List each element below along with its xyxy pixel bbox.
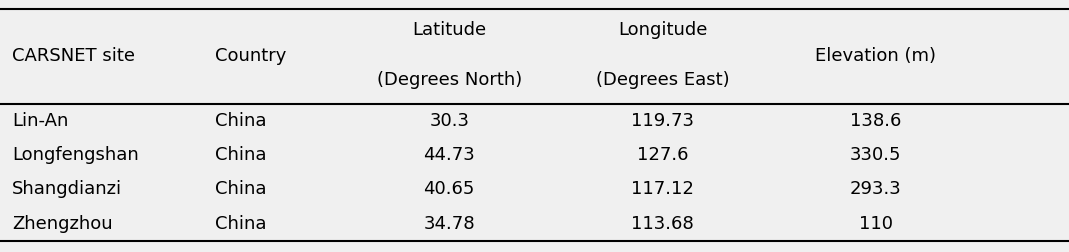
- Text: 117.12: 117.12: [631, 180, 694, 198]
- Text: 138.6: 138.6: [850, 112, 901, 130]
- Text: Country: Country: [215, 47, 286, 65]
- Text: China: China: [215, 214, 266, 233]
- Text: CARSNET site: CARSNET site: [12, 47, 135, 65]
- Text: Lin-An: Lin-An: [12, 112, 68, 130]
- Text: 30.3: 30.3: [429, 112, 469, 130]
- Text: Longfengshan: Longfengshan: [12, 146, 139, 164]
- Text: Longitude: Longitude: [618, 21, 707, 39]
- Text: Elevation (m): Elevation (m): [816, 47, 936, 65]
- Text: 113.68: 113.68: [631, 214, 694, 233]
- Text: Shangdianzi: Shangdianzi: [12, 180, 122, 198]
- Text: 293.3: 293.3: [850, 180, 901, 198]
- Text: 110: 110: [858, 214, 893, 233]
- Text: China: China: [215, 180, 266, 198]
- Text: Latitude: Latitude: [413, 21, 486, 39]
- Text: China: China: [215, 146, 266, 164]
- Text: (Degrees East): (Degrees East): [595, 71, 729, 89]
- Text: 330.5: 330.5: [850, 146, 901, 164]
- Text: 127.6: 127.6: [637, 146, 688, 164]
- Text: 44.73: 44.73: [423, 146, 475, 164]
- Text: 119.73: 119.73: [631, 112, 694, 130]
- Text: 34.78: 34.78: [423, 214, 475, 233]
- Text: China: China: [215, 112, 266, 130]
- Text: 40.65: 40.65: [423, 180, 475, 198]
- Text: Zhengzhou: Zhengzhou: [12, 214, 112, 233]
- Text: (Degrees North): (Degrees North): [376, 71, 522, 89]
